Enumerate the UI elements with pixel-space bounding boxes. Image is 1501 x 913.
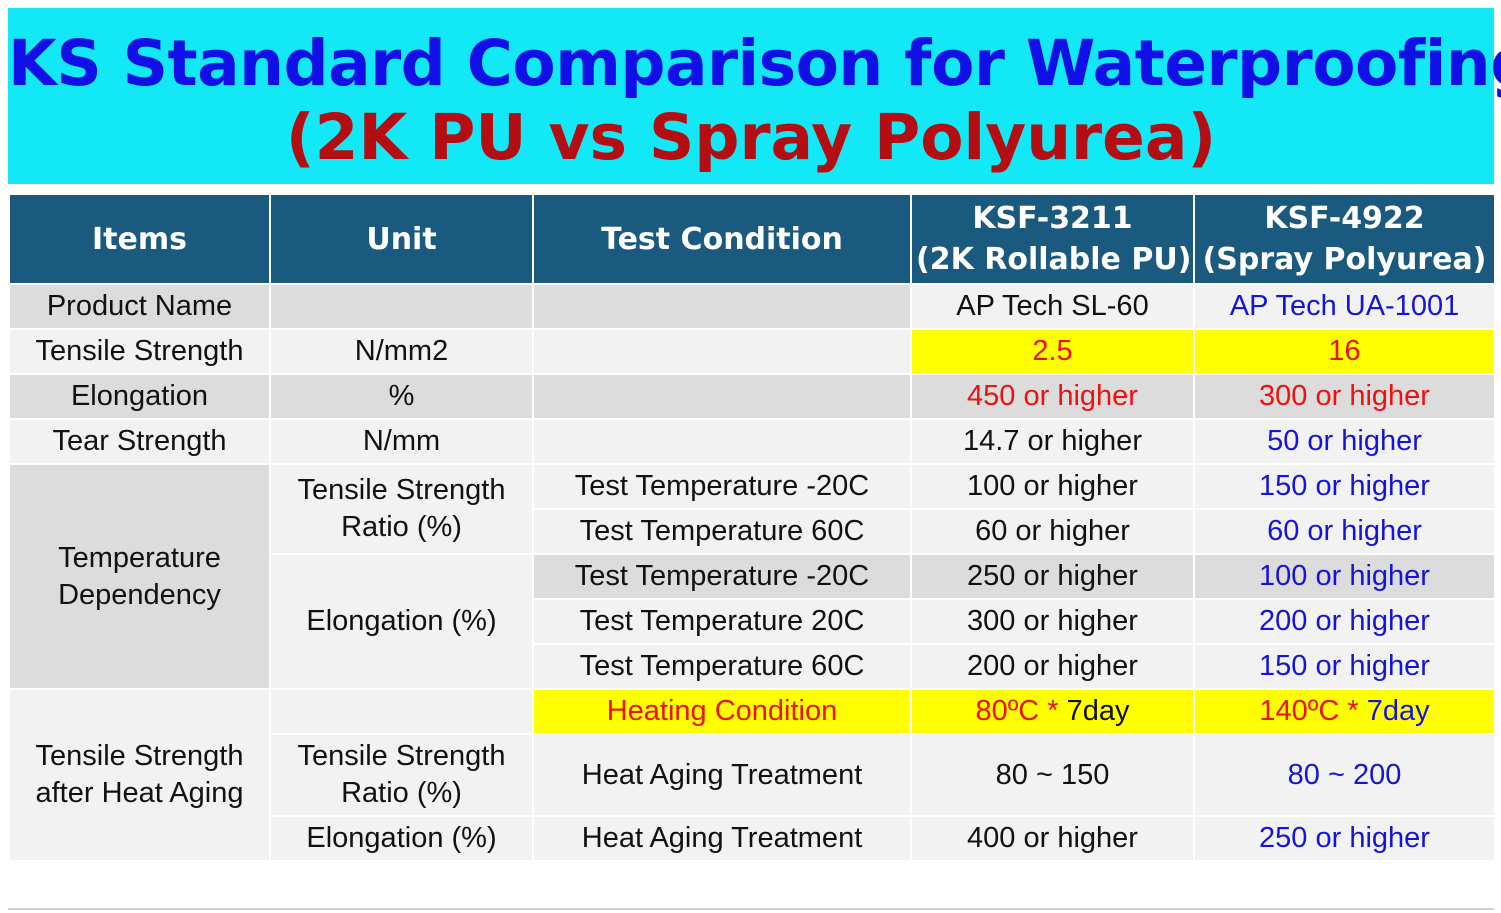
cell-item-temperature-dependency: Temperature Dependency [8, 463, 271, 690]
cell-condition-heating: Heating Condition [532, 688, 912, 735]
cell-ksf-4922: AP Tech UA-1001 [1193, 283, 1496, 330]
row-product-name: Product Name AP Tech SL-60 AP Tech UA-10… [8, 283, 1496, 330]
cell-ksf-3211: 14.7 or higher [910, 418, 1195, 465]
header-unit: Unit [269, 193, 534, 285]
cell-condition [532, 283, 912, 330]
cell-ksf-3211: AP Tech SL-60 [910, 283, 1195, 330]
cell-ksf-4922: 250 or higher [1193, 815, 1496, 862]
row-temp-dep-3: Elongation (%) Test Temperature -20C 250… [9, 553, 1496, 690]
row-elongation: Elongation % 450 or higher 300 or higher [8, 373, 1496, 420]
comparison-table: Items Unit Test Condition KSF-3211 (2K R… [8, 193, 1496, 862]
cell-condition: Test Temperature -20C [532, 463, 912, 510]
heat-days-4922: 7day [1358, 695, 1430, 727]
cell-condition: Test Temperature -20C [532, 553, 912, 600]
item-line-2: after Heat Aging [35, 777, 244, 809]
cell-ksf-3211: 450 or higher [910, 373, 1195, 420]
cell-ksf-4922: 16 [1193, 328, 1496, 375]
cell-condition: Test Temperature 20C [532, 598, 912, 645]
item-line-1: Temperature [58, 541, 221, 574]
row-temp-dep-5: Test Temperature 60C 200 or higher 150 o… [9, 643, 1496, 690]
heat-days-3211: 7day [1058, 695, 1130, 727]
cell-ksf-4922: 50 or higher [1193, 418, 1496, 465]
unit-line-2: Ratio (%) [341, 511, 462, 543]
heat-temp-3211: 80ºC * [975, 695, 1059, 727]
cell-ksf-4922-heating: 140ºC * 7day [1193, 688, 1496, 735]
row-heating-condition: Tensile Strength after Heat Aging Heatin… [8, 688, 1496, 862]
unit-line-2: Ratio (%) [341, 777, 462, 809]
cell-item: Tensile Strength [8, 328, 271, 375]
title-line-1: KS Standard Comparison for Waterproofing [8, 27, 1501, 100]
cell-unit: N/mm2 [269, 328, 534, 375]
cell-unit: % [269, 373, 534, 420]
cell-item-heat-aging: Tensile Strength after Heat Aging [8, 688, 271, 862]
header-ksf-4922-type: (Spray Polyurea) [1202, 242, 1487, 277]
cell-unit-tensile-ratio: Tensile Strength Ratio (%) [269, 463, 534, 555]
cell-ksf-4922: 100 or higher [1193, 553, 1496, 600]
cell-unit [269, 283, 534, 330]
row-temp-dep-4: Test Temperature 20C 300 or higher 200 o… [9, 598, 1496, 645]
cell-ksf-4922: 300 or higher [1193, 373, 1496, 420]
header-ksf-3211: KSF-3211 (2K Rollable PU) [910, 193, 1195, 285]
row-tensile-strength: Tensile Strength N/mm2 2.5 16 [8, 328, 1496, 375]
cell-ksf-4922: 150 or higher [1193, 463, 1496, 510]
cell-unit-elongation: Elongation (%) [269, 815, 534, 862]
cell-ksf-4922: 80 ~ 200 [1193, 733, 1496, 817]
title-banner: KS Standard Comparison for Waterproofing… [8, 8, 1501, 184]
cell-ksf-3211: 300 or higher [910, 598, 1195, 645]
cell-unit: N/mm [269, 418, 534, 465]
cell-condition [532, 418, 912, 465]
cell-ksf-3211: 2.5 [910, 328, 1195, 375]
cell-condition: Test Temperature 60C [532, 643, 912, 690]
row-tear-strength: Tear Strength N/mm 14.7 or higher 50 or … [8, 418, 1496, 465]
cell-ksf-3211: 250 or higher [910, 553, 1195, 600]
row-temp-dep-2: Test Temperature 60C 60 or higher 60 or … [9, 508, 1496, 555]
cell-condition [532, 373, 912, 420]
row-heat-aging-elongation: Elongation (%) Heat Aging Treatment 400 … [9, 815, 1496, 862]
header-ksf-4922-code: KSF-4922 [1264, 201, 1425, 236]
cell-ksf-4922: 150 or higher [1193, 643, 1496, 690]
cell-condition: Heat Aging Treatment [532, 815, 912, 862]
header-items: Items [8, 193, 271, 285]
header-ksf-3211-code: KSF-3211 [972, 201, 1133, 236]
item-line-2: Dependency [58, 578, 221, 611]
cell-ksf-3211: 200 or higher [910, 643, 1195, 690]
cell-item: Tear Strength [8, 418, 271, 465]
cell-condition: Test Temperature 60C [532, 508, 912, 555]
cell-condition: Heat Aging Treatment [532, 733, 912, 817]
cell-ksf-3211: 400 or higher [910, 815, 1195, 862]
header-ksf-4922: KSF-4922 (Spray Polyurea) [1193, 193, 1496, 285]
cell-item: Product Name [8, 283, 271, 330]
cell-ksf-4922: 200 or higher [1193, 598, 1496, 645]
cell-item: Elongation [8, 373, 271, 420]
heat-temp-4922: 140ºC * [1259, 695, 1359, 727]
header-ksf-3211-type: (2K Rollable PU) [916, 242, 1192, 277]
cell-ksf-3211-heating: 80ºC * 7day [910, 688, 1195, 735]
bottom-rule [8, 908, 1494, 910]
item-line-1: Tensile Strength [35, 740, 244, 772]
row-heat-aging-ratio: Tensile Strength Ratio (%) Heat Aging Tr… [9, 733, 1496, 817]
cell-unit [269, 688, 534, 735]
header-test-condition: Test Condition [532, 193, 912, 285]
cell-unit-elongation: Elongation (%) [269, 553, 534, 690]
cell-ksf-3211: 60 or higher [910, 508, 1195, 555]
unit-line-1: Tensile Strength [297, 740, 506, 772]
cell-ksf-3211: 100 or higher [910, 463, 1195, 510]
row-temp-dep-1: Temperature Dependency Tensile Strength … [8, 463, 1496, 690]
cell-condition [532, 328, 912, 375]
unit-line-1: Tensile Strength [297, 474, 506, 506]
header-row: Items Unit Test Condition KSF-3211 (2K R… [8, 193, 1496, 285]
cell-unit-tensile-ratio: Tensile Strength Ratio (%) [269, 733, 534, 817]
title-line-2: (2K PU vs Spray Polyurea) [285, 101, 1217, 174]
cell-ksf-4922: 60 or higher [1193, 508, 1496, 555]
cell-ksf-3211: 80 ~ 150 [910, 733, 1195, 817]
